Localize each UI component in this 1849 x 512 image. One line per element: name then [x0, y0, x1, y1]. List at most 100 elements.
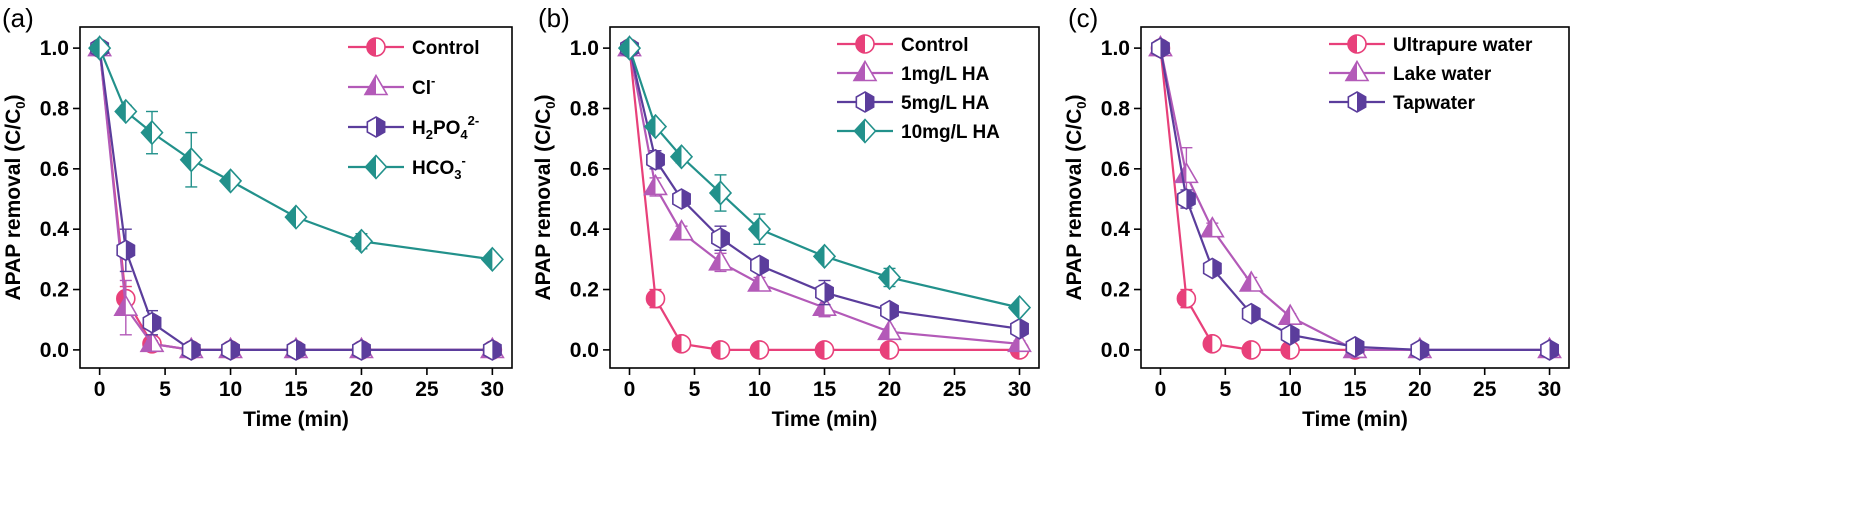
- x-tick-label: 30: [1538, 378, 1561, 401]
- legend-marker: [853, 118, 877, 144]
- legend-label: Control: [412, 38, 480, 59]
- data-point: [1345, 335, 1365, 358]
- y-tick-label: 0.4: [570, 218, 600, 241]
- legend-marker: [852, 59, 878, 82]
- legend-label: 10mg/L HA: [901, 122, 1000, 143]
- data-point: [221, 338, 241, 361]
- data-point: [671, 334, 692, 354]
- data-point: [643, 113, 668, 140]
- x-tick-label: 30: [481, 378, 504, 401]
- legend-entry: Cl-: [348, 73, 435, 99]
- legend-label: Cl-: [412, 73, 435, 99]
- x-tick-label: 0: [624, 378, 636, 401]
- x-tick-label: 30: [1008, 378, 1031, 401]
- series-2: [617, 35, 1032, 353]
- series-line: [1159, 48, 1355, 351]
- y-axis-title-group: APAP removal (C/C0): [2, 94, 28, 300]
- data-point: [482, 338, 502, 361]
- x-tick-label: 0: [1155, 378, 1167, 401]
- data-point: [708, 249, 733, 271]
- data-point: [1007, 330, 1032, 353]
- legend-entry: 1mg/L HA: [837, 59, 990, 85]
- y-axis-title: APAP removal (C/C0): [2, 94, 28, 300]
- x-tick-label: 0: [94, 378, 106, 401]
- series-3: [90, 37, 502, 361]
- data-point: [646, 148, 665, 171]
- x-tick-label: 15: [1343, 378, 1367, 401]
- x-axis-title: Time (min): [1302, 408, 1408, 431]
- legend-marker: [855, 34, 875, 54]
- data-point: [1176, 188, 1196, 210]
- data-point: [880, 299, 899, 322]
- data-point: [116, 239, 136, 262]
- data-point: [669, 144, 694, 170]
- legend-label: HCO3-: [412, 153, 466, 182]
- legend-entry: Ultrapure water: [1329, 34, 1533, 56]
- x-tick-label: 10: [748, 378, 771, 401]
- y-axis-title: APAP removal (C/C0): [1063, 94, 1089, 300]
- data-point: [284, 204, 308, 230]
- legend-marker: [1347, 34, 1367, 54]
- data-point: [1540, 338, 1560, 361]
- data-point: [812, 294, 837, 316]
- series-line: [98, 48, 493, 351]
- legend-marker: [1347, 91, 1367, 113]
- y-tick-label: 0.4: [1101, 218, 1131, 241]
- data-point: [1176, 288, 1197, 309]
- x-tick-label: 5: [689, 378, 701, 401]
- data-point: [1238, 270, 1264, 292]
- y-tick-label: 0.8: [1101, 97, 1131, 120]
- data-point: [1007, 294, 1032, 321]
- x-tick-label: 10: [219, 378, 242, 401]
- y-tick-label: 0.2: [40, 279, 69, 302]
- y-tick-label: 0.2: [1101, 279, 1130, 302]
- data-point: [142, 311, 162, 334]
- x-tick-label: 15: [284, 378, 308, 401]
- panel-label: (c): [1068, 3, 1098, 33]
- y-tick-label: 0.0: [1101, 339, 1130, 362]
- data-point: [711, 227, 730, 250]
- data-point: [1202, 334, 1223, 354]
- data-point: [747, 216, 772, 242]
- data-point: [1280, 323, 1300, 346]
- y-tick-label: 0.6: [40, 158, 69, 181]
- y-tick-label: 0.0: [40, 339, 69, 362]
- data-point: [708, 180, 733, 206]
- series-3: [1150, 37, 1560, 361]
- data-point: [877, 264, 902, 291]
- series-1: [619, 38, 1030, 360]
- data-point: [879, 340, 900, 360]
- data-point: [351, 338, 371, 361]
- data-point: [140, 119, 164, 146]
- panel-label: (b): [538, 3, 570, 33]
- y-axis-title: APAP removal (C/C0): [532, 94, 558, 300]
- data-point: [645, 288, 666, 309]
- y-tick-label: 1.0: [40, 37, 69, 60]
- x-tick-label: 25: [1473, 378, 1497, 401]
- y-tick-label: 0.0: [570, 339, 599, 362]
- data-point: [710, 340, 731, 360]
- data-point: [669, 219, 694, 241]
- data-point: [815, 281, 834, 304]
- x-tick-label: 25: [415, 378, 439, 401]
- series-line: [98, 48, 493, 351]
- series-4: [88, 35, 504, 273]
- panel-c: (c) 0 5 10 15 20 25 30 0.0 0.2 0.4 0.6 0.8 1.0 Time (m…: [1063, 3, 1570, 431]
- data-point: [179, 147, 203, 173]
- y-axis-title-group: APAP removal (C/C0): [1063, 94, 1089, 300]
- data-point: [1241, 302, 1261, 325]
- data-point: [812, 243, 837, 270]
- y-tick-label: 0.8: [40, 97, 70, 120]
- legend-marker: [366, 116, 386, 138]
- data-point: [218, 168, 243, 194]
- x-axis-title: Time (min): [772, 408, 878, 431]
- legend-label: 1mg/L HA: [901, 64, 990, 85]
- y-tick-label: 0.6: [570, 158, 599, 181]
- data-point: [1202, 257, 1222, 280]
- data-point: [480, 246, 504, 273]
- y-axis-title-group: APAP removal (C/C0): [532, 94, 558, 300]
- legend-entry: 10mg/L HA: [837, 118, 1000, 144]
- data-point: [1410, 338, 1430, 361]
- x-tick-label: 5: [159, 378, 171, 401]
- x-tick-label: 20: [878, 378, 901, 401]
